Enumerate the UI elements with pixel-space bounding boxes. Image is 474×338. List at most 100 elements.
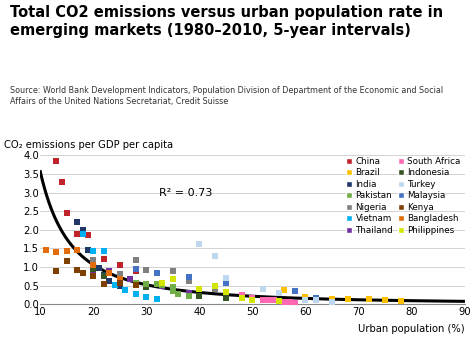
Point xyxy=(73,247,81,253)
Point xyxy=(105,269,113,274)
Point xyxy=(211,284,219,289)
Point xyxy=(143,281,150,286)
Point xyxy=(100,274,108,279)
Point xyxy=(291,288,299,294)
Point xyxy=(63,210,71,216)
Point xyxy=(90,249,97,254)
Point xyxy=(153,281,161,286)
Point xyxy=(328,299,336,305)
Point xyxy=(286,299,293,305)
Point xyxy=(185,290,192,296)
Point xyxy=(111,282,118,288)
Point xyxy=(312,297,320,303)
Point xyxy=(143,281,150,286)
Point xyxy=(90,257,97,262)
Point xyxy=(158,284,166,289)
Point xyxy=(73,267,81,273)
Point xyxy=(132,281,139,286)
Point xyxy=(248,297,256,303)
Point xyxy=(153,296,161,301)
Point xyxy=(100,272,108,278)
Point xyxy=(281,287,288,293)
Point xyxy=(79,270,87,275)
Point xyxy=(95,265,102,270)
Point xyxy=(270,298,277,303)
Point xyxy=(116,271,124,276)
Text: Source: World Bank Development Indicators, Population Division of Department of : Source: World Bank Development Indicator… xyxy=(10,86,444,106)
Point xyxy=(73,267,81,273)
Point xyxy=(196,293,203,299)
Point xyxy=(90,269,97,274)
Point xyxy=(90,262,97,268)
Point xyxy=(73,232,81,237)
Legend: China, Brazil, India, Pakistan, Nigeria, Vietnam, Thailand, South Africa, Indone: China, Brazil, India, Pakistan, Nigeria,… xyxy=(346,157,460,235)
Point xyxy=(116,283,124,288)
Point xyxy=(53,158,60,164)
Point xyxy=(291,301,299,306)
Point xyxy=(90,274,97,279)
Point xyxy=(238,292,246,298)
Point xyxy=(328,296,336,301)
Point xyxy=(100,249,108,254)
Point xyxy=(63,259,71,264)
Point xyxy=(121,287,129,293)
Point xyxy=(275,290,283,296)
Point xyxy=(344,296,352,301)
Point xyxy=(211,253,219,259)
Point xyxy=(73,219,81,224)
Point xyxy=(222,280,230,285)
Point xyxy=(105,279,113,284)
Point xyxy=(169,287,177,293)
Point xyxy=(79,227,87,233)
Point xyxy=(90,266,97,272)
Point xyxy=(100,281,108,286)
Point xyxy=(312,298,320,303)
Point xyxy=(143,267,150,273)
Point xyxy=(248,295,256,300)
Point xyxy=(259,297,267,303)
Point xyxy=(222,275,230,281)
Point xyxy=(211,286,219,291)
Point xyxy=(42,247,49,253)
Point xyxy=(169,276,177,282)
Point xyxy=(132,266,139,272)
Point xyxy=(158,280,166,285)
Point xyxy=(174,291,182,296)
Point xyxy=(169,288,177,294)
Point xyxy=(143,294,150,299)
Point xyxy=(169,288,177,294)
Point xyxy=(132,291,139,296)
Point xyxy=(185,279,192,284)
Point xyxy=(116,279,124,285)
Point xyxy=(84,247,92,253)
Point xyxy=(312,295,320,300)
Point xyxy=(222,295,230,300)
Point xyxy=(259,286,267,291)
Point xyxy=(365,296,373,301)
Point xyxy=(185,275,192,280)
Point xyxy=(105,269,113,274)
Point xyxy=(264,297,272,303)
Point xyxy=(132,268,139,273)
Point xyxy=(259,286,267,291)
Point xyxy=(132,258,139,263)
Point xyxy=(196,286,203,291)
Point xyxy=(63,249,71,254)
Text: Total CO2 emissions versus urban population rate in
emerging markets (1980–2010,: Total CO2 emissions versus urban populat… xyxy=(10,5,444,38)
Point xyxy=(53,249,60,255)
Point xyxy=(281,299,288,305)
Text: Urban population (%): Urban population (%) xyxy=(358,323,465,334)
Point xyxy=(169,285,177,290)
Point xyxy=(301,297,309,303)
Point xyxy=(53,269,60,274)
Point xyxy=(328,297,336,303)
Point xyxy=(105,270,113,275)
Point xyxy=(58,179,65,184)
Point xyxy=(100,256,108,262)
Point xyxy=(116,280,124,285)
Point xyxy=(127,276,134,282)
Point xyxy=(132,282,139,288)
Point xyxy=(84,233,92,238)
Point xyxy=(238,295,246,300)
Point xyxy=(153,270,161,275)
